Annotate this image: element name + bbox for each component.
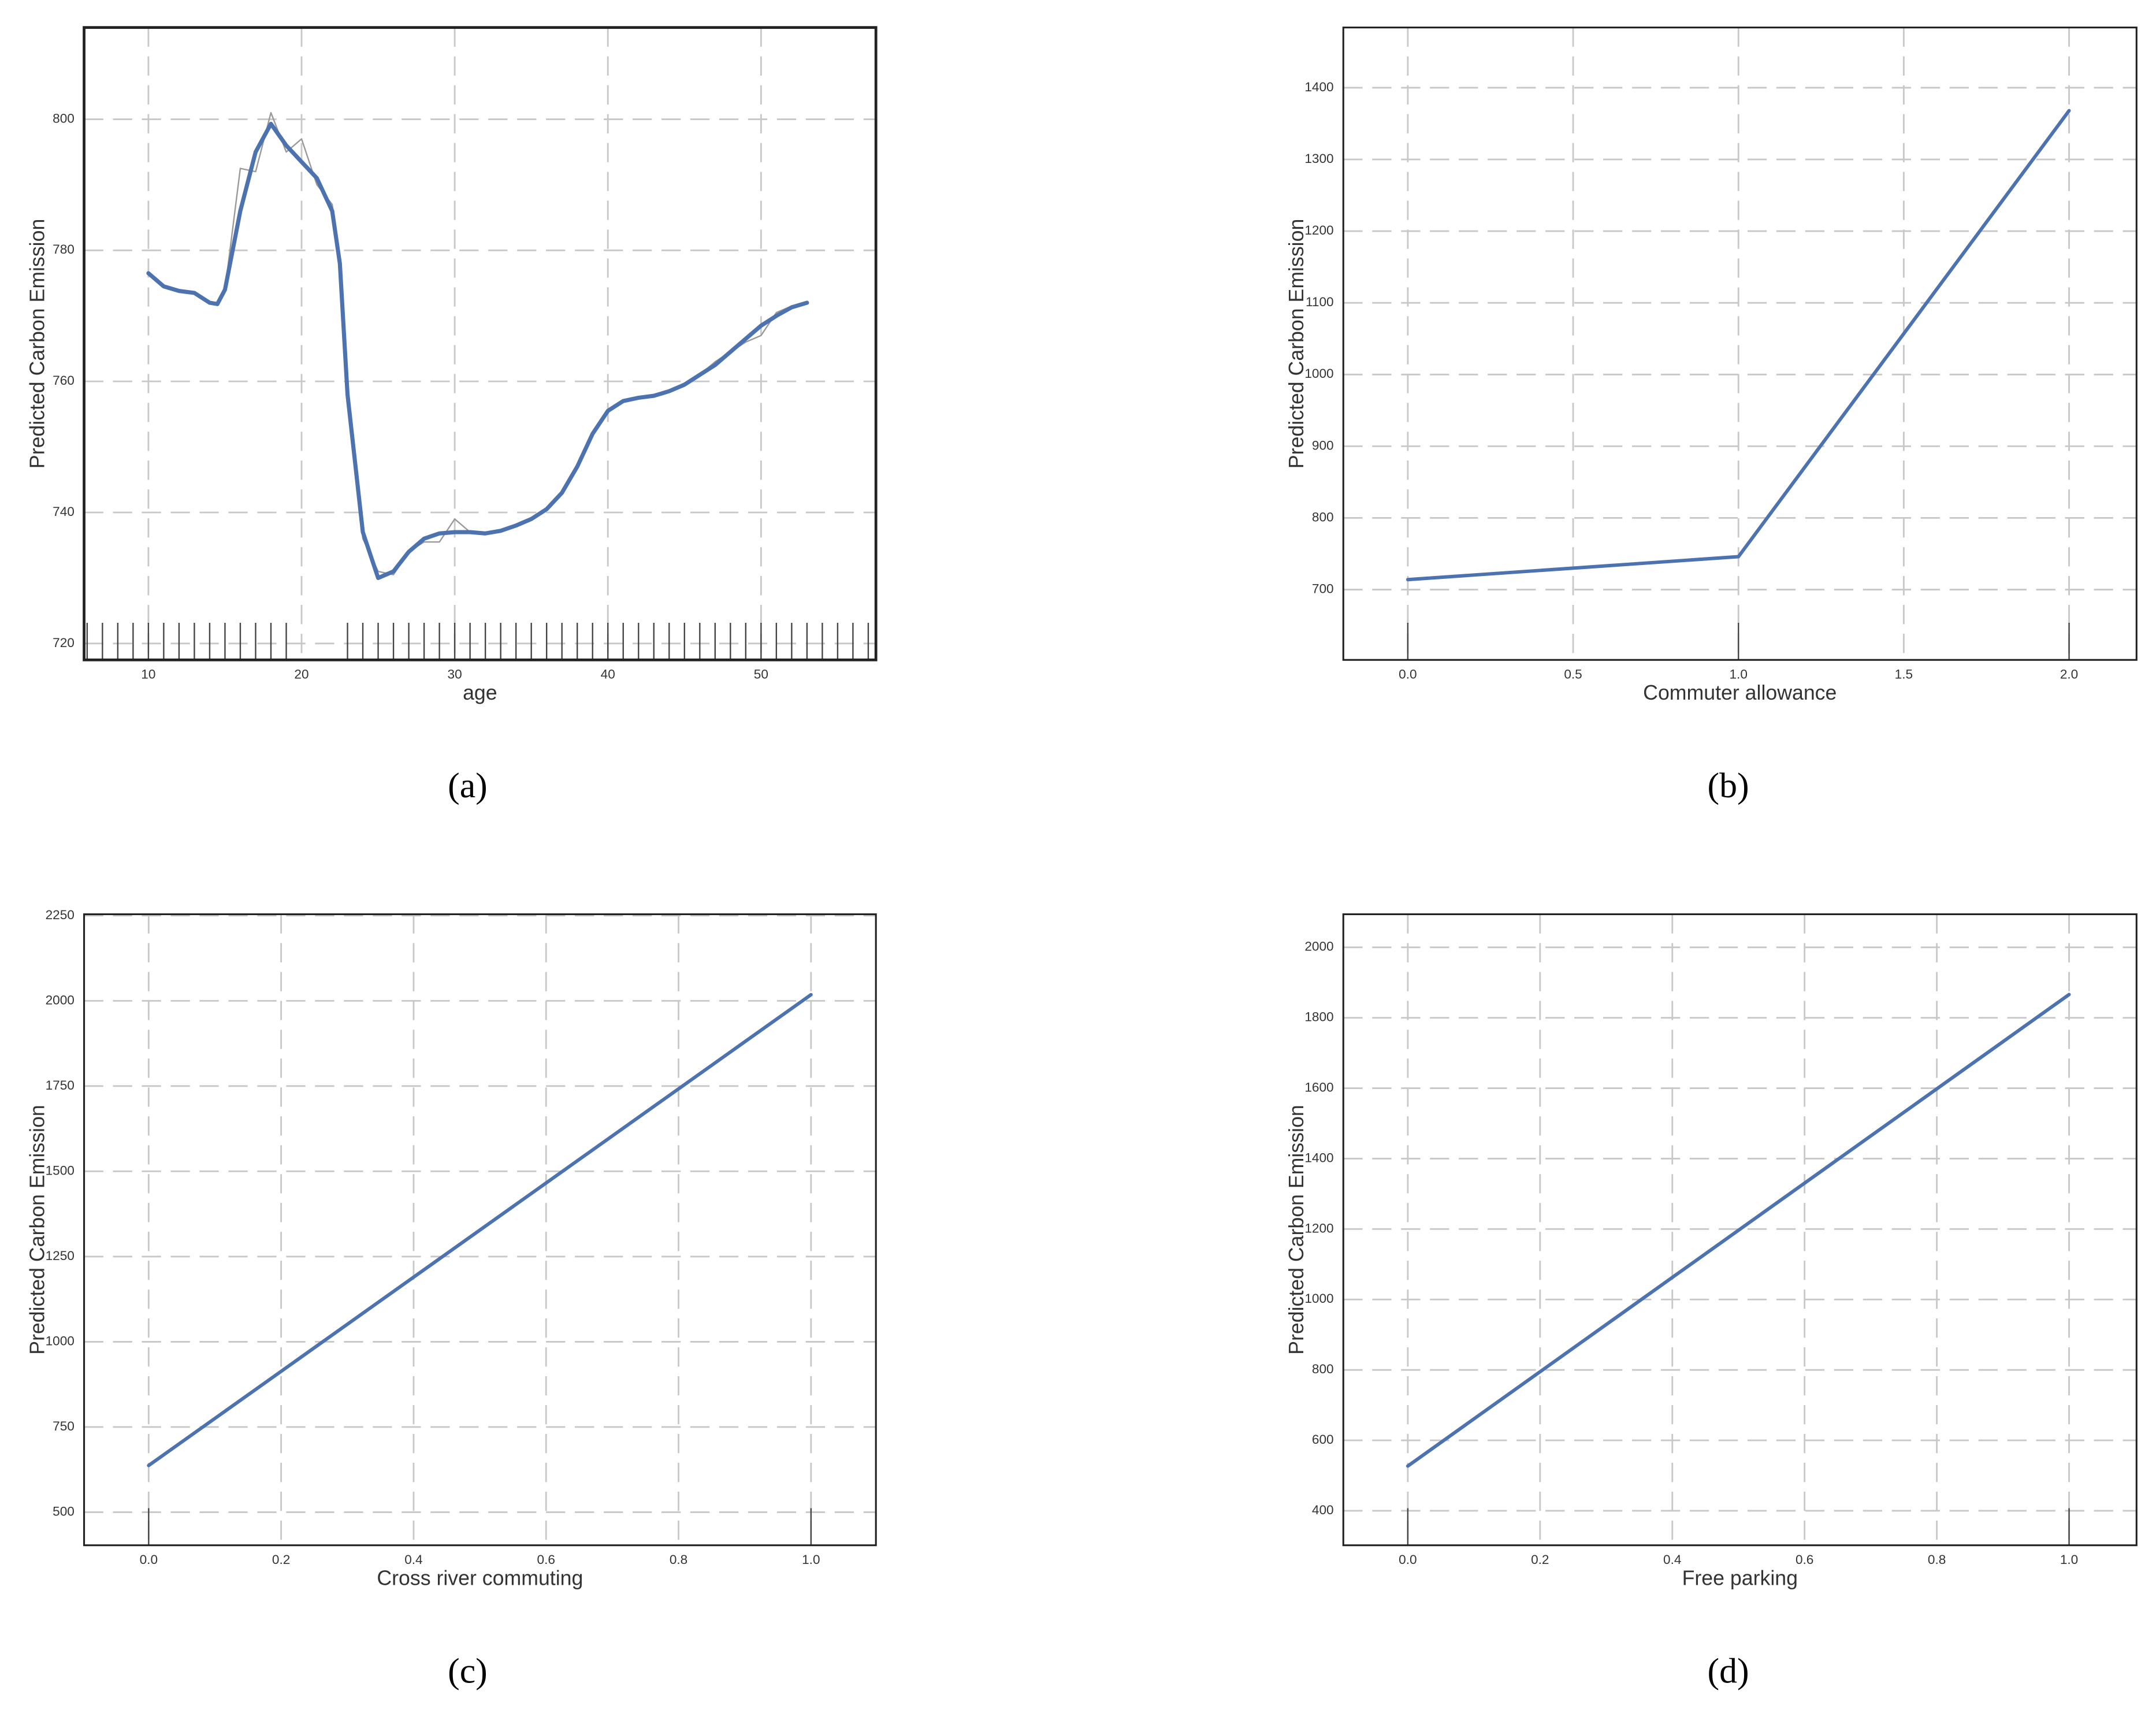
y-tick-label: 1400 (1304, 80, 1333, 94)
x-tick-label: 0.4 (404, 1552, 422, 1567)
x-tick-label: 20 (294, 667, 308, 681)
x-axis-label: Commuter allowance (1643, 681, 1837, 704)
caption: (a) (448, 766, 488, 805)
x-axis-label: Cross river commuting (377, 1567, 583, 1590)
y-tick-label: 1200 (1304, 1221, 1333, 1235)
x-tick-label: 30 (448, 667, 462, 681)
y-tick-label: 1000 (46, 1333, 75, 1348)
y-tick-label: 780 (53, 242, 75, 257)
x-tick-label: 10 (141, 667, 155, 681)
x-tick-label: 0.8 (1928, 1552, 1946, 1567)
x-tick-label: 0.0 (1399, 667, 1417, 681)
y-tick-label: 700 (1312, 582, 1334, 596)
plot-frame (83, 26, 878, 662)
y-axis-label: Predicted Carbon Emission (1285, 219, 1308, 469)
y-tick-label: 400 (1312, 1503, 1334, 1517)
y-tick-label: 2000 (1304, 939, 1333, 954)
x-axis-label: age (463, 681, 497, 704)
y-tick-label: 1300 (1304, 151, 1333, 166)
plot-frame (1342, 27, 2138, 661)
chart: 500 750 1000 1250 1500 1750 2000 2250 0.0 0.2 0.4 0… (25, 908, 877, 1691)
caption: (b) (1707, 766, 1749, 805)
x-tick-label: 1.0 (2060, 1552, 2078, 1567)
chart: 700 800 900 1000 1100 1200 1300 1400 0.0 0.5 1.0 1.… (1285, 27, 2138, 805)
x-tick-label: 0.4 (1663, 1552, 1681, 1567)
x-tick-label: 0.6 (537, 1552, 555, 1567)
y-tick-label: 2000 (46, 993, 75, 1007)
data-line (1406, 993, 2071, 1468)
y-tick-label: 1750 (46, 1078, 75, 1093)
y-tick-label: 750 (53, 1419, 75, 1433)
y-tick-label: 900 (1312, 438, 1334, 452)
x-tick-label: 0.0 (1399, 1552, 1417, 1567)
y-tick-label: 1000 (1304, 366, 1333, 381)
x-tick-label: 0.2 (1531, 1552, 1549, 1567)
caption: (c) (448, 1652, 488, 1691)
y-axis-label: Predicted Carbon Emission (25, 219, 49, 469)
y-tick-label: 1600 (1304, 1080, 1333, 1095)
x-tick-label: 0.0 (140, 1552, 158, 1567)
y-tick-label: 1000 (1304, 1291, 1333, 1306)
y-tick-label: 1500 (46, 1163, 75, 1177)
y-axis-label: Predicted Carbon Emission (1285, 1105, 1308, 1354)
x-tick-label: 0.8 (670, 1552, 687, 1567)
y-tick-label: 1800 (1304, 1010, 1333, 1024)
chart: 720 740 760 780 800 10 20 30 40 50 age Predicted Ca… (25, 26, 878, 805)
y-tick-label: 800 (1312, 510, 1334, 524)
x-tick-label: 0.2 (272, 1552, 290, 1567)
data-line (1406, 109, 2071, 582)
chart: 400 600 800 1000 1200 1400 1600 1800 2000 0.0 0.2 0… (1285, 913, 2138, 1691)
y-tick-label: 760 (53, 373, 75, 388)
y-tick-label: 500 (53, 1504, 75, 1518)
x-tick-label: 1.5 (1895, 667, 1913, 681)
plot-frame (1342, 913, 2138, 1547)
y-tick-label: 800 (53, 111, 75, 125)
plot-frame (83, 913, 877, 1547)
x-axis-label: Free parking (1682, 1567, 1798, 1590)
y-tick-label: 1250 (46, 1248, 75, 1263)
y-tick-label: 1400 (1304, 1150, 1333, 1165)
y-tick-label: 1200 (1304, 223, 1333, 237)
x-tick-label: 1.0 (1729, 667, 1747, 681)
y-tick-label: 720 (53, 636, 75, 650)
x-tick-label: 50 (754, 667, 768, 681)
y-tick-label: 1100 (1306, 295, 1334, 309)
data-line (147, 993, 813, 1467)
y-tick-label: 2250 (46, 908, 75, 922)
x-tick-label: 0.5 (1564, 667, 1582, 681)
x-tick-label: 2.0 (2060, 667, 2078, 681)
x-tick-label: 40 (601, 667, 615, 681)
y-axis-label: Predicted Carbon Emission (25, 1105, 49, 1354)
x-tick-label: 1.0 (802, 1552, 820, 1567)
y-tick-label: 740 (53, 504, 75, 519)
caption: (d) (1707, 1652, 1749, 1691)
data-line (146, 121, 809, 580)
x-tick-label: 0.6 (1796, 1552, 1813, 1567)
y-tick-label: 600 (1312, 1432, 1334, 1447)
y-tick-label: 800 (1312, 1362, 1334, 1376)
